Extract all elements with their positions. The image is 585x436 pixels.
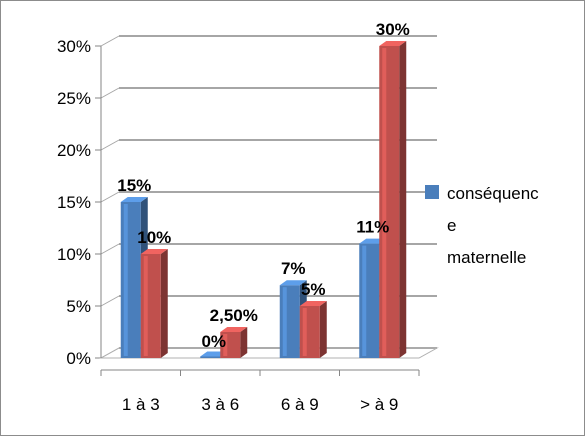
- data-label: 11%: [356, 218, 389, 237]
- bar-side: [319, 301, 327, 358]
- bar: [299, 301, 327, 358]
- y-tick-label: 15%: [57, 193, 91, 212]
- axes: 0% 5% 10% 15% 20% 25% 30% 1 à 3 3 à 6 6 à 9 > à 9: [57, 37, 439, 414]
- bar-side: [240, 327, 248, 358]
- bar: [140, 249, 168, 358]
- bar-top: [220, 327, 248, 332]
- bar-side: [160, 249, 168, 358]
- y-tick-label: 20%: [57, 141, 91, 160]
- data-label: 10%: [137, 228, 171, 247]
- data-label: 7%: [281, 259, 306, 278]
- bar-highlight: [123, 204, 128, 356]
- bar-side: [399, 41, 407, 358]
- legend: conséquenc e maternelle: [425, 184, 539, 267]
- data-label: 15%: [117, 176, 151, 195]
- legend-label-line-3: maternelle: [447, 248, 526, 267]
- y-tick-label: 10%: [57, 245, 91, 264]
- x-tick-label: 1 à 3: [122, 395, 160, 414]
- bar: [220, 327, 248, 358]
- legend-label-line-1: conséquenc: [447, 184, 539, 203]
- gridline-depth: [100, 35, 120, 47]
- bar-highlight: [302, 308, 307, 356]
- gridline-depth: [100, 295, 120, 307]
- x-tick-label: 6 à 9: [281, 395, 319, 414]
- gridline-depth: [100, 139, 120, 151]
- data-label: 0%: [201, 332, 226, 351]
- x-tick-label: > à 9: [360, 395, 398, 414]
- y-tick-label: 25%: [57, 89, 91, 108]
- bar: [379, 41, 407, 358]
- bar-highlight: [223, 334, 228, 356]
- bar-top: [140, 249, 168, 254]
- bar-highlight: [382, 48, 387, 356]
- bar-front: [200, 356, 221, 358]
- legend-swatch: [425, 185, 439, 199]
- bar-top: [279, 280, 307, 286]
- y-tick-label: 0%: [66, 349, 91, 368]
- y-tick-label: 30%: [57, 37, 91, 56]
- data-labels: 15% 10% 0% 2,50% 7% 5% 11% 30%: [117, 20, 410, 351]
- bar-highlight: [362, 245, 367, 356]
- bars: [120, 41, 407, 358]
- bar: [279, 280, 307, 358]
- x-tick-label: 3 à 6: [201, 395, 239, 414]
- legend-label-line-2: e: [447, 216, 456, 235]
- y-tick-label: 5%: [66, 297, 91, 316]
- bar-highlight: [282, 287, 287, 356]
- data-label: 2,50%: [210, 306, 258, 325]
- data-label: 5%: [301, 280, 326, 299]
- data-label: 30%: [376, 20, 410, 39]
- gridline-depth: [100, 87, 120, 99]
- bar-top: [379, 41, 407, 46]
- bar-highlight: [143, 256, 148, 356]
- gridline-depth: [100, 191, 120, 203]
- bar-top: [299, 301, 327, 306]
- bar-top: [120, 197, 148, 202]
- gridline-depth: [100, 243, 120, 255]
